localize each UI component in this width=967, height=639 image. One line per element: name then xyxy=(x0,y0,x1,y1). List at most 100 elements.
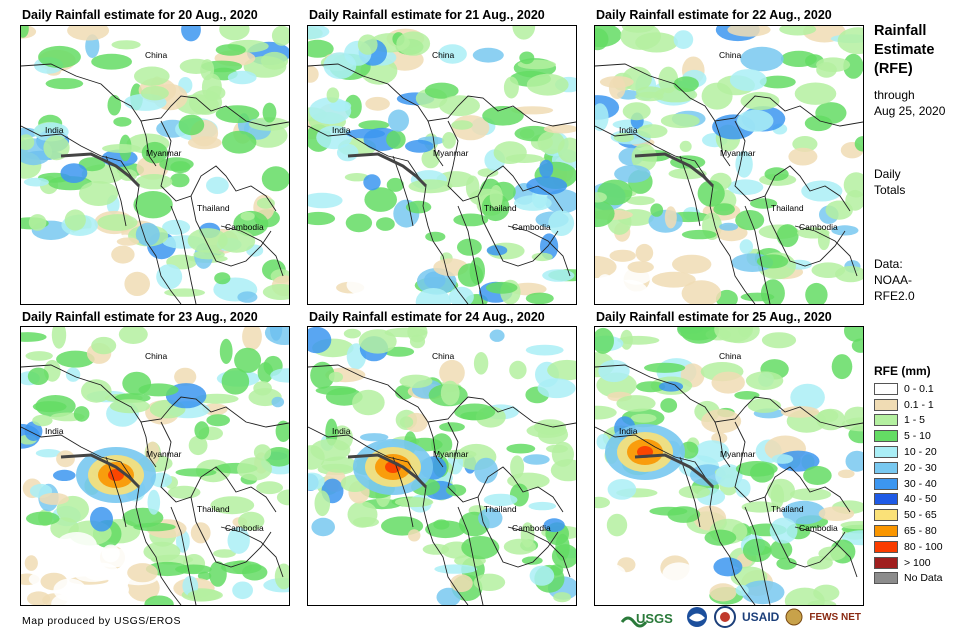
rain-cell xyxy=(97,214,138,231)
legend-item: 50 - 65 xyxy=(874,507,943,523)
legend-label: 50 - 65 xyxy=(904,509,937,522)
country-border xyxy=(135,486,182,605)
rain-cell xyxy=(141,141,168,164)
rain-cell xyxy=(697,180,725,207)
rain-cell xyxy=(474,457,498,484)
sidebar-through: through Aug 25, 2020 xyxy=(874,87,945,119)
rain-cell xyxy=(376,217,395,231)
country-border xyxy=(160,120,277,212)
legend-item: 1 - 5 xyxy=(874,413,943,429)
rain-cell xyxy=(260,51,289,70)
country-label-china: China xyxy=(432,50,454,60)
rain-cell xyxy=(53,469,76,481)
legend-label: 5 - 10 xyxy=(904,430,931,443)
rain-cell xyxy=(256,481,283,495)
data-line-3: RFE2.0 xyxy=(874,289,915,303)
legend-item: 5 - 10 xyxy=(874,428,943,444)
legend-item: 30 - 40 xyxy=(874,476,943,492)
rain-cell xyxy=(144,595,174,605)
rain-cell xyxy=(811,262,846,278)
rain-cell xyxy=(222,130,257,154)
rain-cell xyxy=(741,580,785,605)
rain-cell xyxy=(670,155,706,170)
rain-cell xyxy=(512,26,536,40)
country-label-cambodia: Cambodia xyxy=(799,222,838,232)
rain-cell xyxy=(525,344,564,356)
rain-cell xyxy=(358,329,397,354)
country-label-thailand: Thailand xyxy=(771,203,804,213)
rain-cell xyxy=(358,120,390,130)
rain-cell xyxy=(214,272,231,285)
rain-cell xyxy=(21,239,42,248)
rain-cell xyxy=(483,493,518,507)
rain-cell xyxy=(175,468,217,477)
totals-line-2: Totals xyxy=(874,183,906,197)
rain-cell xyxy=(308,26,330,39)
legend-swatch xyxy=(874,446,898,459)
sidebar-title: Rainfall Estimate (RFE) xyxy=(874,22,934,79)
rain-cell xyxy=(734,391,760,400)
legend-item: 20 - 30 xyxy=(874,460,943,476)
rain-cell xyxy=(537,378,576,399)
country-label-china: China xyxy=(145,50,167,60)
rain-cell xyxy=(794,82,837,105)
country-border xyxy=(308,63,576,127)
legend-item: 0 - 0.1 xyxy=(874,381,943,397)
legend-label: 30 - 40 xyxy=(904,477,937,490)
rain-cell xyxy=(264,327,289,345)
footer-credit: Map produced by USGS/EROS xyxy=(22,615,181,627)
rain-cell xyxy=(679,140,692,152)
rain-cell xyxy=(25,351,53,361)
rain-cell xyxy=(201,73,222,102)
rain-cell xyxy=(843,172,863,198)
country-label-india: India xyxy=(45,426,64,436)
country-border xyxy=(220,526,284,578)
country-border xyxy=(427,421,444,468)
panel-title-6: Daily Rainfall estimate for 25 Aug., 202… xyxy=(596,310,832,324)
rain-cell xyxy=(662,250,677,273)
rain-cell xyxy=(27,591,51,605)
rain-cell xyxy=(780,50,817,67)
rain-cell xyxy=(607,479,637,500)
rain-cell xyxy=(547,359,576,381)
rain-cell xyxy=(489,329,505,342)
legend-item: 40 - 50 xyxy=(874,492,943,508)
rain-cell xyxy=(598,359,630,383)
rain-cell xyxy=(553,592,571,603)
rain-cell xyxy=(457,238,482,256)
rain-cell xyxy=(704,529,737,546)
rain-cell xyxy=(599,76,634,88)
rain-cell xyxy=(548,210,575,237)
country-border xyxy=(477,195,559,267)
rain-cell xyxy=(739,239,753,255)
country-label-cambodia: Cambodia xyxy=(512,222,551,232)
rain-cell xyxy=(715,289,738,304)
rain-cell xyxy=(543,518,565,533)
country-label-china: China xyxy=(719,351,741,361)
rain-cell xyxy=(411,564,429,582)
usgs-logo: USGS xyxy=(620,611,673,628)
rain-cell xyxy=(39,492,69,505)
rain-cell xyxy=(493,141,527,164)
rain-cell xyxy=(442,132,456,149)
rain-cell xyxy=(526,73,569,96)
rain-cell xyxy=(188,435,208,456)
country-border xyxy=(190,195,272,267)
rain-cell xyxy=(308,590,326,605)
legend-label: 20 - 30 xyxy=(904,461,937,474)
country-border xyxy=(477,496,559,568)
rain-cell xyxy=(35,449,62,458)
legend-item: 65 - 80 xyxy=(874,523,943,539)
rain-cell xyxy=(91,53,132,70)
rain-cell xyxy=(91,336,117,355)
rain-cell xyxy=(595,192,607,203)
country-border xyxy=(105,456,127,528)
rain-cell xyxy=(636,86,665,98)
rain-cell xyxy=(446,484,467,497)
country-border xyxy=(794,225,858,277)
usaid-seal-icon xyxy=(714,606,736,628)
country-border xyxy=(308,364,576,428)
rain-cell xyxy=(617,335,660,345)
rain-cell xyxy=(21,26,29,38)
rain-cell xyxy=(21,134,35,151)
